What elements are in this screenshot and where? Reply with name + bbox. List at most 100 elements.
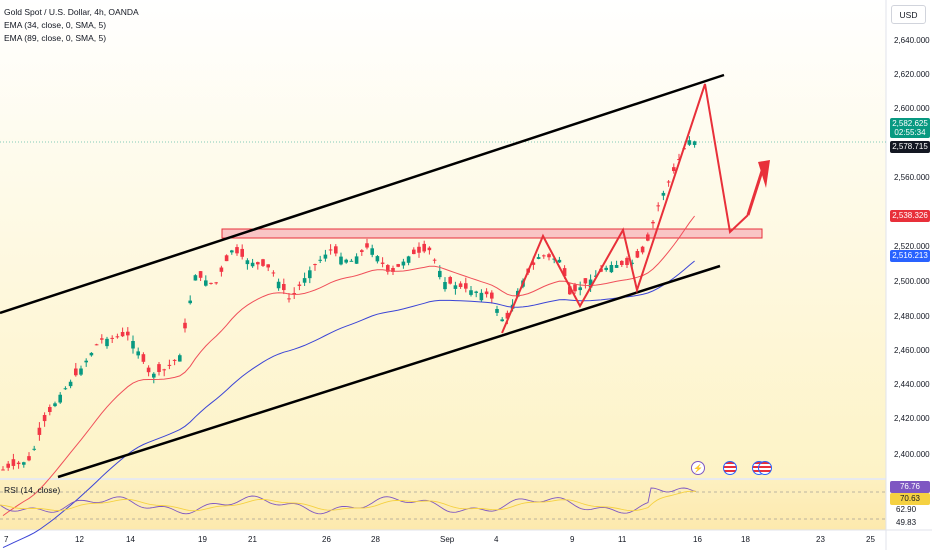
- candle-body: [63, 388, 68, 390]
- candle-body: [308, 270, 312, 279]
- candle-body: [588, 279, 593, 288]
- candle-body: [386, 265, 390, 272]
- candle-body: [89, 352, 94, 356]
- time-tick: 18: [741, 535, 750, 544]
- candle-body: [396, 264, 400, 267]
- candle-body: [224, 255, 229, 262]
- candle-body: [100, 338, 104, 340]
- candle-body: [131, 341, 135, 349]
- candle-body: [458, 283, 463, 287]
- channel-lower-line[interactable]: [57, 264, 721, 479]
- candle-body: [323, 254, 328, 259]
- price-tick: 2,520.000: [894, 242, 930, 251]
- candle-body: [146, 367, 151, 373]
- candle-body: [349, 260, 354, 262]
- rsi-line: [0, 487, 697, 515]
- price-tick: 2,500.000: [894, 277, 930, 286]
- candle-body: [344, 259, 348, 263]
- resistance-zone[interactable]: [221, 228, 763, 239]
- candle-body: [339, 256, 343, 265]
- price-tick: 2,640.000: [894, 36, 930, 45]
- candle-body: [614, 265, 619, 268]
- candle-body: [604, 267, 608, 270]
- candle-body: [105, 338, 109, 347]
- time-tick: 14: [126, 535, 135, 544]
- candle-body: [412, 249, 416, 255]
- ema34-legend[interactable]: EMA (34, close, 0, SMA, 5): [4, 20, 107, 30]
- candle-body: [391, 268, 395, 272]
- candle-body: [266, 264, 270, 268]
- candle-body: [68, 381, 73, 387]
- candle-body: [640, 246, 645, 253]
- current-price-tag: 2,582.625 02:55:34: [890, 118, 930, 138]
- candle-body: [443, 282, 447, 290]
- time-tick: 16: [693, 535, 702, 544]
- candle-body: [432, 259, 437, 261]
- rsi-ema-tag: 70.63: [890, 493, 930, 505]
- candle-body: [536, 257, 541, 259]
- candle-body: [448, 277, 452, 284]
- time-tick: 4: [494, 535, 499, 544]
- candle-body: [250, 262, 255, 267]
- candle-body: [1, 469, 5, 471]
- candle-body: [464, 283, 468, 289]
- candle-body: [235, 247, 239, 254]
- candle-body: [204, 280, 208, 286]
- candle-body: [48, 407, 52, 412]
- candle-body: [562, 268, 567, 277]
- us-flag-icon[interactable]: [758, 461, 772, 475]
- rsi-legend[interactable]: RSI (14, close): [4, 485, 61, 495]
- candle-body: [490, 292, 494, 299]
- projection-arrow[interactable]: [746, 167, 765, 216]
- lightning-icon[interactable]: ⚡: [691, 461, 705, 475]
- candle-body: [438, 270, 442, 278]
- ema89-legend[interactable]: EMA (89, close, 0, SMA, 5): [4, 33, 107, 43]
- candle-body: [261, 259, 265, 266]
- candle-body: [58, 394, 62, 403]
- time-tick: Sep: [440, 535, 455, 544]
- candle-body: [474, 291, 478, 293]
- candle-body: [568, 286, 572, 295]
- candle-body: [661, 192, 666, 196]
- candle-body: [334, 246, 338, 254]
- candle-body: [152, 373, 156, 378]
- candle-body: [141, 354, 146, 362]
- price-tick: 2,460.000: [894, 346, 930, 355]
- candle-body: [126, 331, 130, 336]
- currency-button[interactable]: USD: [891, 5, 926, 24]
- candle-body: [531, 262, 536, 265]
- candle-body: [84, 360, 88, 363]
- projection-path[interactable]: [501, 83, 749, 334]
- ema89-price-tag: 2,516.213: [890, 250, 930, 262]
- candle-body: [380, 262, 385, 264]
- candle-body: [505, 312, 510, 319]
- us-flag-icon[interactable]: [723, 461, 737, 475]
- candle-body: [666, 181, 671, 183]
- candle-body: [276, 281, 281, 289]
- symbol-title[interactable]: Gold Spot / U.S. Dollar, 4h, OANDA: [4, 7, 139, 17]
- candle-body: [256, 262, 260, 265]
- candle-body: [115, 336, 120, 338]
- chart-legend: Gold Spot / U.S. Dollar, 4h, OANDA EMA (…: [4, 6, 139, 45]
- price-tick: 2,560.000: [894, 173, 930, 182]
- candle-body: [214, 282, 218, 284]
- candle-body: [120, 332, 125, 337]
- candle-body: [42, 414, 47, 422]
- channel-upper-line[interactable]: [0, 73, 725, 315]
- candle-body: [687, 140, 692, 145]
- candle-body: [16, 462, 21, 465]
- main-pane-background: [0, 0, 886, 478]
- price-tick: 2,480.000: [894, 312, 930, 321]
- candle-body: [469, 290, 473, 295]
- ema34-line: [2, 215, 695, 517]
- candle-body: [453, 285, 458, 289]
- candle-body: [427, 247, 432, 251]
- rsi-value-tag: 76.76: [890, 481, 930, 493]
- candle-body: [375, 256, 380, 262]
- candle-body: [646, 234, 650, 241]
- time-tick: 11: [618, 535, 627, 544]
- candle-body: [27, 456, 31, 461]
- candle-body: [136, 351, 140, 356]
